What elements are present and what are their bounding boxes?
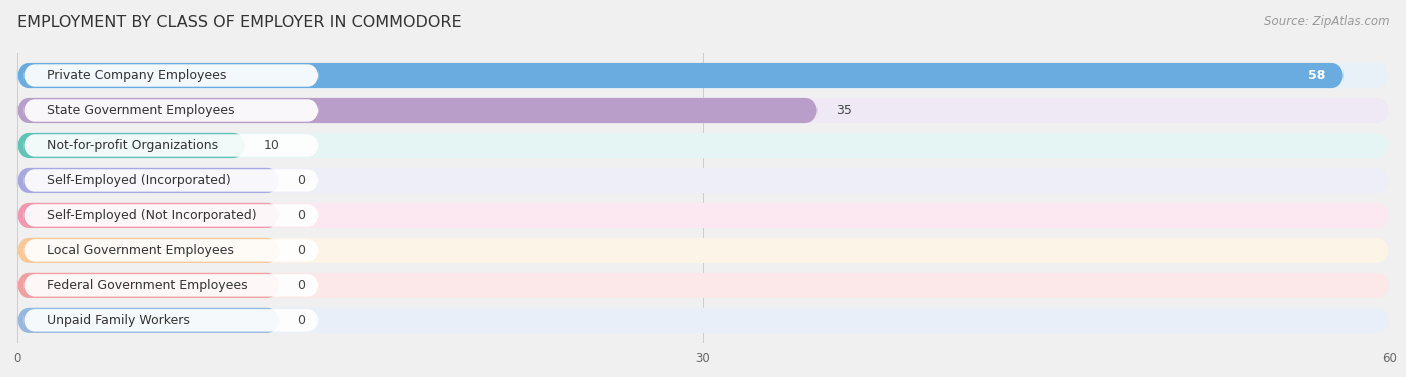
Text: 0: 0 bbox=[298, 279, 305, 292]
Text: State Government Employees: State Government Employees bbox=[46, 104, 235, 117]
FancyBboxPatch shape bbox=[24, 274, 319, 297]
Text: Self-Employed (Incorporated): Self-Employed (Incorporated) bbox=[46, 174, 231, 187]
Text: 10: 10 bbox=[264, 139, 280, 152]
Text: Private Company Employees: Private Company Employees bbox=[46, 69, 226, 82]
FancyBboxPatch shape bbox=[24, 239, 319, 262]
Text: 0: 0 bbox=[298, 244, 305, 257]
FancyBboxPatch shape bbox=[17, 203, 280, 228]
FancyBboxPatch shape bbox=[17, 308, 1389, 333]
FancyBboxPatch shape bbox=[17, 168, 280, 193]
FancyBboxPatch shape bbox=[17, 273, 1389, 298]
FancyBboxPatch shape bbox=[17, 238, 1389, 263]
FancyBboxPatch shape bbox=[24, 169, 319, 192]
FancyBboxPatch shape bbox=[24, 204, 319, 227]
FancyBboxPatch shape bbox=[17, 133, 1389, 158]
FancyBboxPatch shape bbox=[24, 64, 319, 87]
FancyBboxPatch shape bbox=[24, 134, 319, 157]
Text: Federal Government Employees: Federal Government Employees bbox=[46, 279, 247, 292]
Text: Local Government Employees: Local Government Employees bbox=[46, 244, 233, 257]
Text: Self-Employed (Not Incorporated): Self-Employed (Not Incorporated) bbox=[46, 209, 256, 222]
Text: 58: 58 bbox=[1308, 69, 1324, 82]
Text: 35: 35 bbox=[835, 104, 852, 117]
FancyBboxPatch shape bbox=[17, 168, 1389, 193]
Text: Source: ZipAtlas.com: Source: ZipAtlas.com bbox=[1264, 15, 1389, 28]
FancyBboxPatch shape bbox=[17, 203, 1389, 228]
Text: EMPLOYMENT BY CLASS OF EMPLOYER IN COMMODORE: EMPLOYMENT BY CLASS OF EMPLOYER IN COMMO… bbox=[17, 15, 461, 30]
Text: Not-for-profit Organizations: Not-for-profit Organizations bbox=[46, 139, 218, 152]
Text: 0: 0 bbox=[298, 174, 305, 187]
FancyBboxPatch shape bbox=[17, 63, 1343, 88]
FancyBboxPatch shape bbox=[17, 98, 817, 123]
FancyBboxPatch shape bbox=[24, 309, 319, 331]
FancyBboxPatch shape bbox=[17, 98, 1389, 123]
FancyBboxPatch shape bbox=[17, 273, 280, 298]
FancyBboxPatch shape bbox=[17, 238, 280, 263]
Text: Unpaid Family Workers: Unpaid Family Workers bbox=[46, 314, 190, 327]
FancyBboxPatch shape bbox=[17, 308, 280, 333]
Text: 0: 0 bbox=[298, 314, 305, 327]
FancyBboxPatch shape bbox=[17, 63, 1389, 88]
FancyBboxPatch shape bbox=[17, 133, 246, 158]
FancyBboxPatch shape bbox=[24, 99, 319, 122]
Text: 0: 0 bbox=[298, 209, 305, 222]
